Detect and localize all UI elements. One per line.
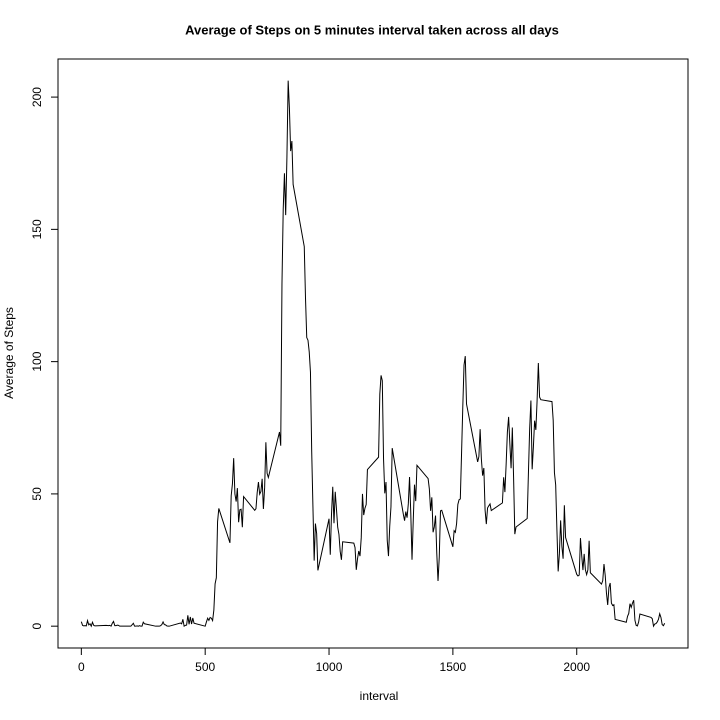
x-tick-label: 2000 <box>563 660 590 674</box>
x-tick-label: 1000 <box>316 660 343 674</box>
y-tick-label: 0 <box>30 623 44 630</box>
data-line <box>80 80 666 628</box>
x-tick-label: 500 <box>195 660 215 674</box>
x-tick-label: 1500 <box>440 660 467 674</box>
y-tick-label: 200 <box>30 87 44 107</box>
axes <box>51 96 578 655</box>
plot-frame <box>57 58 689 649</box>
x-axis-label: interval <box>360 689 399 703</box>
y-tick-label: 100 <box>30 351 44 371</box>
y-tick-label: 50 <box>30 487 44 501</box>
y-axis-label: Average of Steps <box>2 307 16 399</box>
chart-title: Average of Steps on 5 minutes interval t… <box>185 22 559 37</box>
y-tick-label: 150 <box>30 219 44 239</box>
x-tick-label: 0 <box>78 660 85 674</box>
